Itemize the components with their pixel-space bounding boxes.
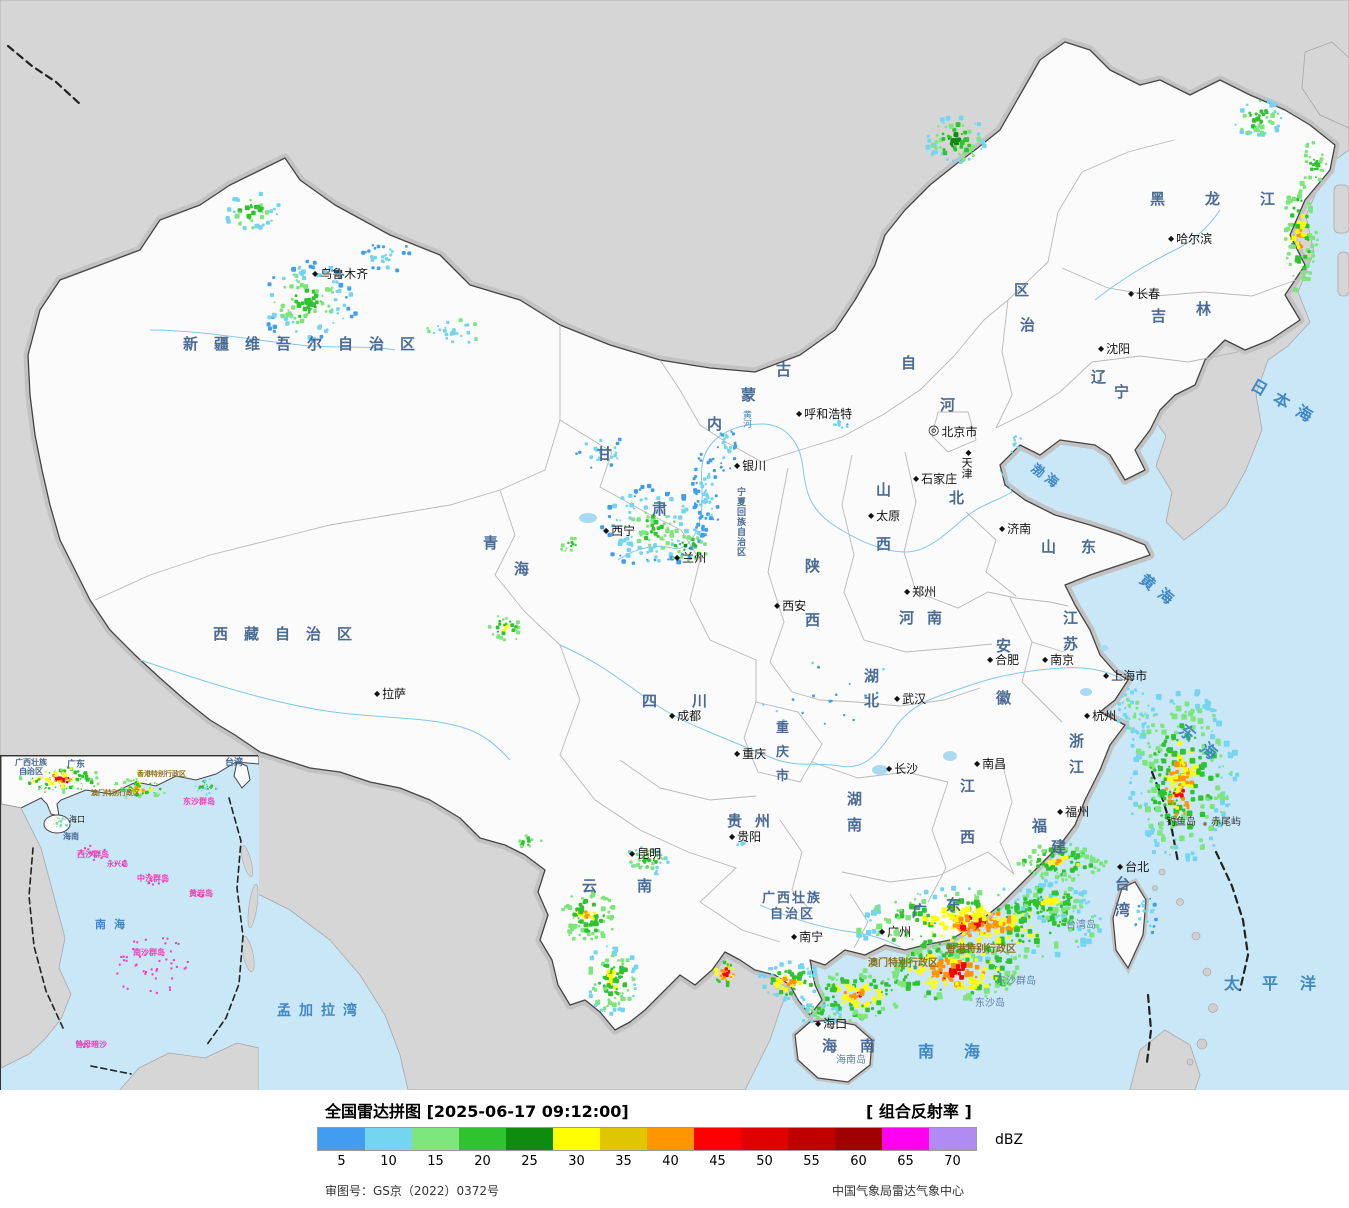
japan-land (1129, 41, 1349, 1090)
province-borders (94, 139, 1297, 949)
inset-nine-dash-line (28, 797, 244, 1075)
legend-color-cell-50 (741, 1128, 788, 1150)
china-landmass (27, 41, 1336, 1031)
legend-color-cell-65 (882, 1128, 929, 1150)
legend-bar: 全国雷达拼图 [2025-06-17 09:12:00] [ 组合反射率 ] 5… (0, 1090, 1349, 1208)
legend-tick-55: 55 (803, 1154, 820, 1169)
legend-color-cell-60 (835, 1128, 882, 1150)
legend-tick-25: 25 (521, 1154, 538, 1169)
south-china-sea-inset: 广西壮族 自治区 广东 台湾 香港特别行政区 澳门特别行政区 海口 海南 东沙群岛 西沙群岛 永兴岛… (0, 755, 259, 1091)
radar-echo-layer (225, 98, 1328, 1025)
base-map-svg (0, 0, 1349, 1090)
reflectivity-colorbar (317, 1127, 977, 1151)
legend-tick-35: 35 (615, 1154, 632, 1169)
legend-tick-10: 10 (380, 1154, 397, 1169)
inset-reef-layer (80, 844, 204, 1048)
inset-svg (1, 756, 259, 1091)
ryukyu-islands (1152, 821, 1218, 1066)
inset-vietnam (1, 803, 72, 1069)
legend-color-cell-5 (318, 1128, 365, 1150)
legend-color-cell-10 (365, 1128, 412, 1150)
product-label: [ 组合反射率 ] (866, 1102, 972, 1121)
map-license-number: 审图号：GS京（2022）0372号 (325, 1184, 499, 1198)
china-radar-map: 新疆维吾尔自治区 西藏自治区青海甘肃内蒙古自治区黑龙江吉林辽宁河北山西山东河南陕西… (0, 0, 1349, 1091)
legend-tick-30: 30 (568, 1154, 585, 1169)
legend-tick-5: 5 (337, 1154, 346, 1169)
legend-tick-65: 65 (897, 1154, 914, 1169)
producer-credit: 中国气象局雷达气象中心 (832, 1184, 965, 1198)
legend-color-cell-30 (553, 1128, 600, 1150)
legend-color-cell-70 (929, 1128, 976, 1150)
legend-color-cell-45 (694, 1128, 741, 1150)
rivers (139, 209, 1221, 948)
taiwan-island (1109, 878, 1150, 975)
legend-tick-15: 15 (427, 1154, 444, 1169)
inset-philippines (241, 845, 259, 972)
legend-color-cell-40 (647, 1128, 694, 1150)
lakes (579, 513, 1108, 775)
legend-tick-20: 20 (474, 1154, 491, 1169)
legend-color-cell-15 (412, 1128, 459, 1150)
hainan-island (791, 1016, 876, 1086)
legend-color-cell-25 (506, 1128, 553, 1150)
inset-radar-echo-layer (18, 766, 218, 828)
legend-tick-70: 70 (944, 1154, 961, 1169)
legend-tick-45: 45 (709, 1154, 726, 1169)
unit-label: dBZ (995, 1132, 1024, 1148)
legend-tick-60: 60 (850, 1154, 867, 1169)
map-title: 全国雷达拼图 [2025-06-17 09:12:00] (325, 1102, 629, 1121)
legend-tick-50: 50 (756, 1154, 773, 1169)
inset-taiwan (233, 761, 251, 789)
legend-color-cell-55 (788, 1128, 835, 1150)
legend-color-cell-35 (600, 1128, 647, 1150)
legend-color-cell-20 (459, 1128, 506, 1150)
inset-borneo (118, 1042, 259, 1091)
legend-tick-40: 40 (662, 1154, 679, 1169)
colorbar-ticks: 5 10 15 20 25 30 35 40 45 50 55 60 65 70 (318, 1154, 976, 1169)
